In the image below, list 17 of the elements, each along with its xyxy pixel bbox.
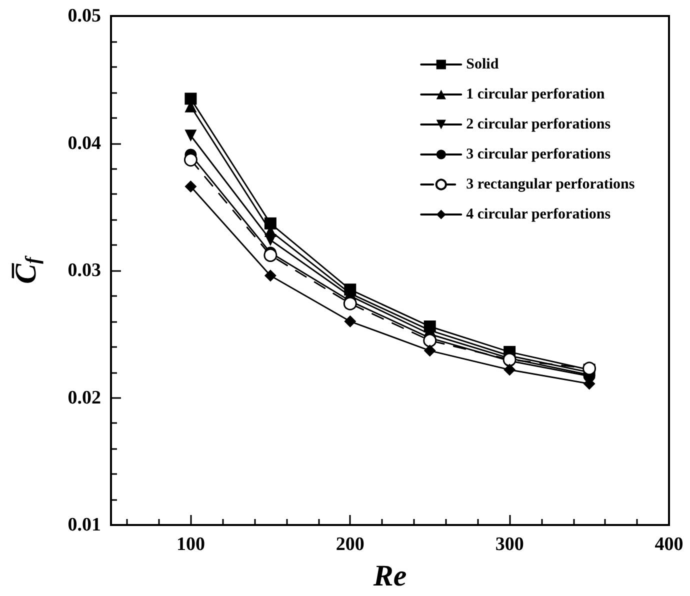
y-tick-label: 0.03 <box>68 260 101 281</box>
legend-label: 3 circular perforations <box>466 146 611 162</box>
legend-label: 3 rectangular perforations <box>466 176 635 192</box>
x-tick-label: 300 <box>495 534 524 555</box>
legend-label: Solid <box>466 56 500 72</box>
x-tick-label: 200 <box>336 534 364 555</box>
x-tick-label: 400 <box>654 534 684 555</box>
y-tick-label: 0.02 <box>68 387 101 408</box>
legend-label: 2 circular perforations <box>466 116 611 132</box>
x-tick-label: 100 <box>176 534 205 555</box>
y-tick-label: 0.05 <box>68 6 101 26</box>
y-tick-label: 0.04 <box>68 132 102 154</box>
legend-label: 1 circular perforation <box>466 86 606 102</box>
y-tick-label: 0.01 <box>68 514 101 536</box>
legend-label: 4 circular perforations <box>466 206 611 222</box>
y-axis-title: C̅f <box>10 254 44 284</box>
x-axis-title: Re <box>372 560 407 592</box>
